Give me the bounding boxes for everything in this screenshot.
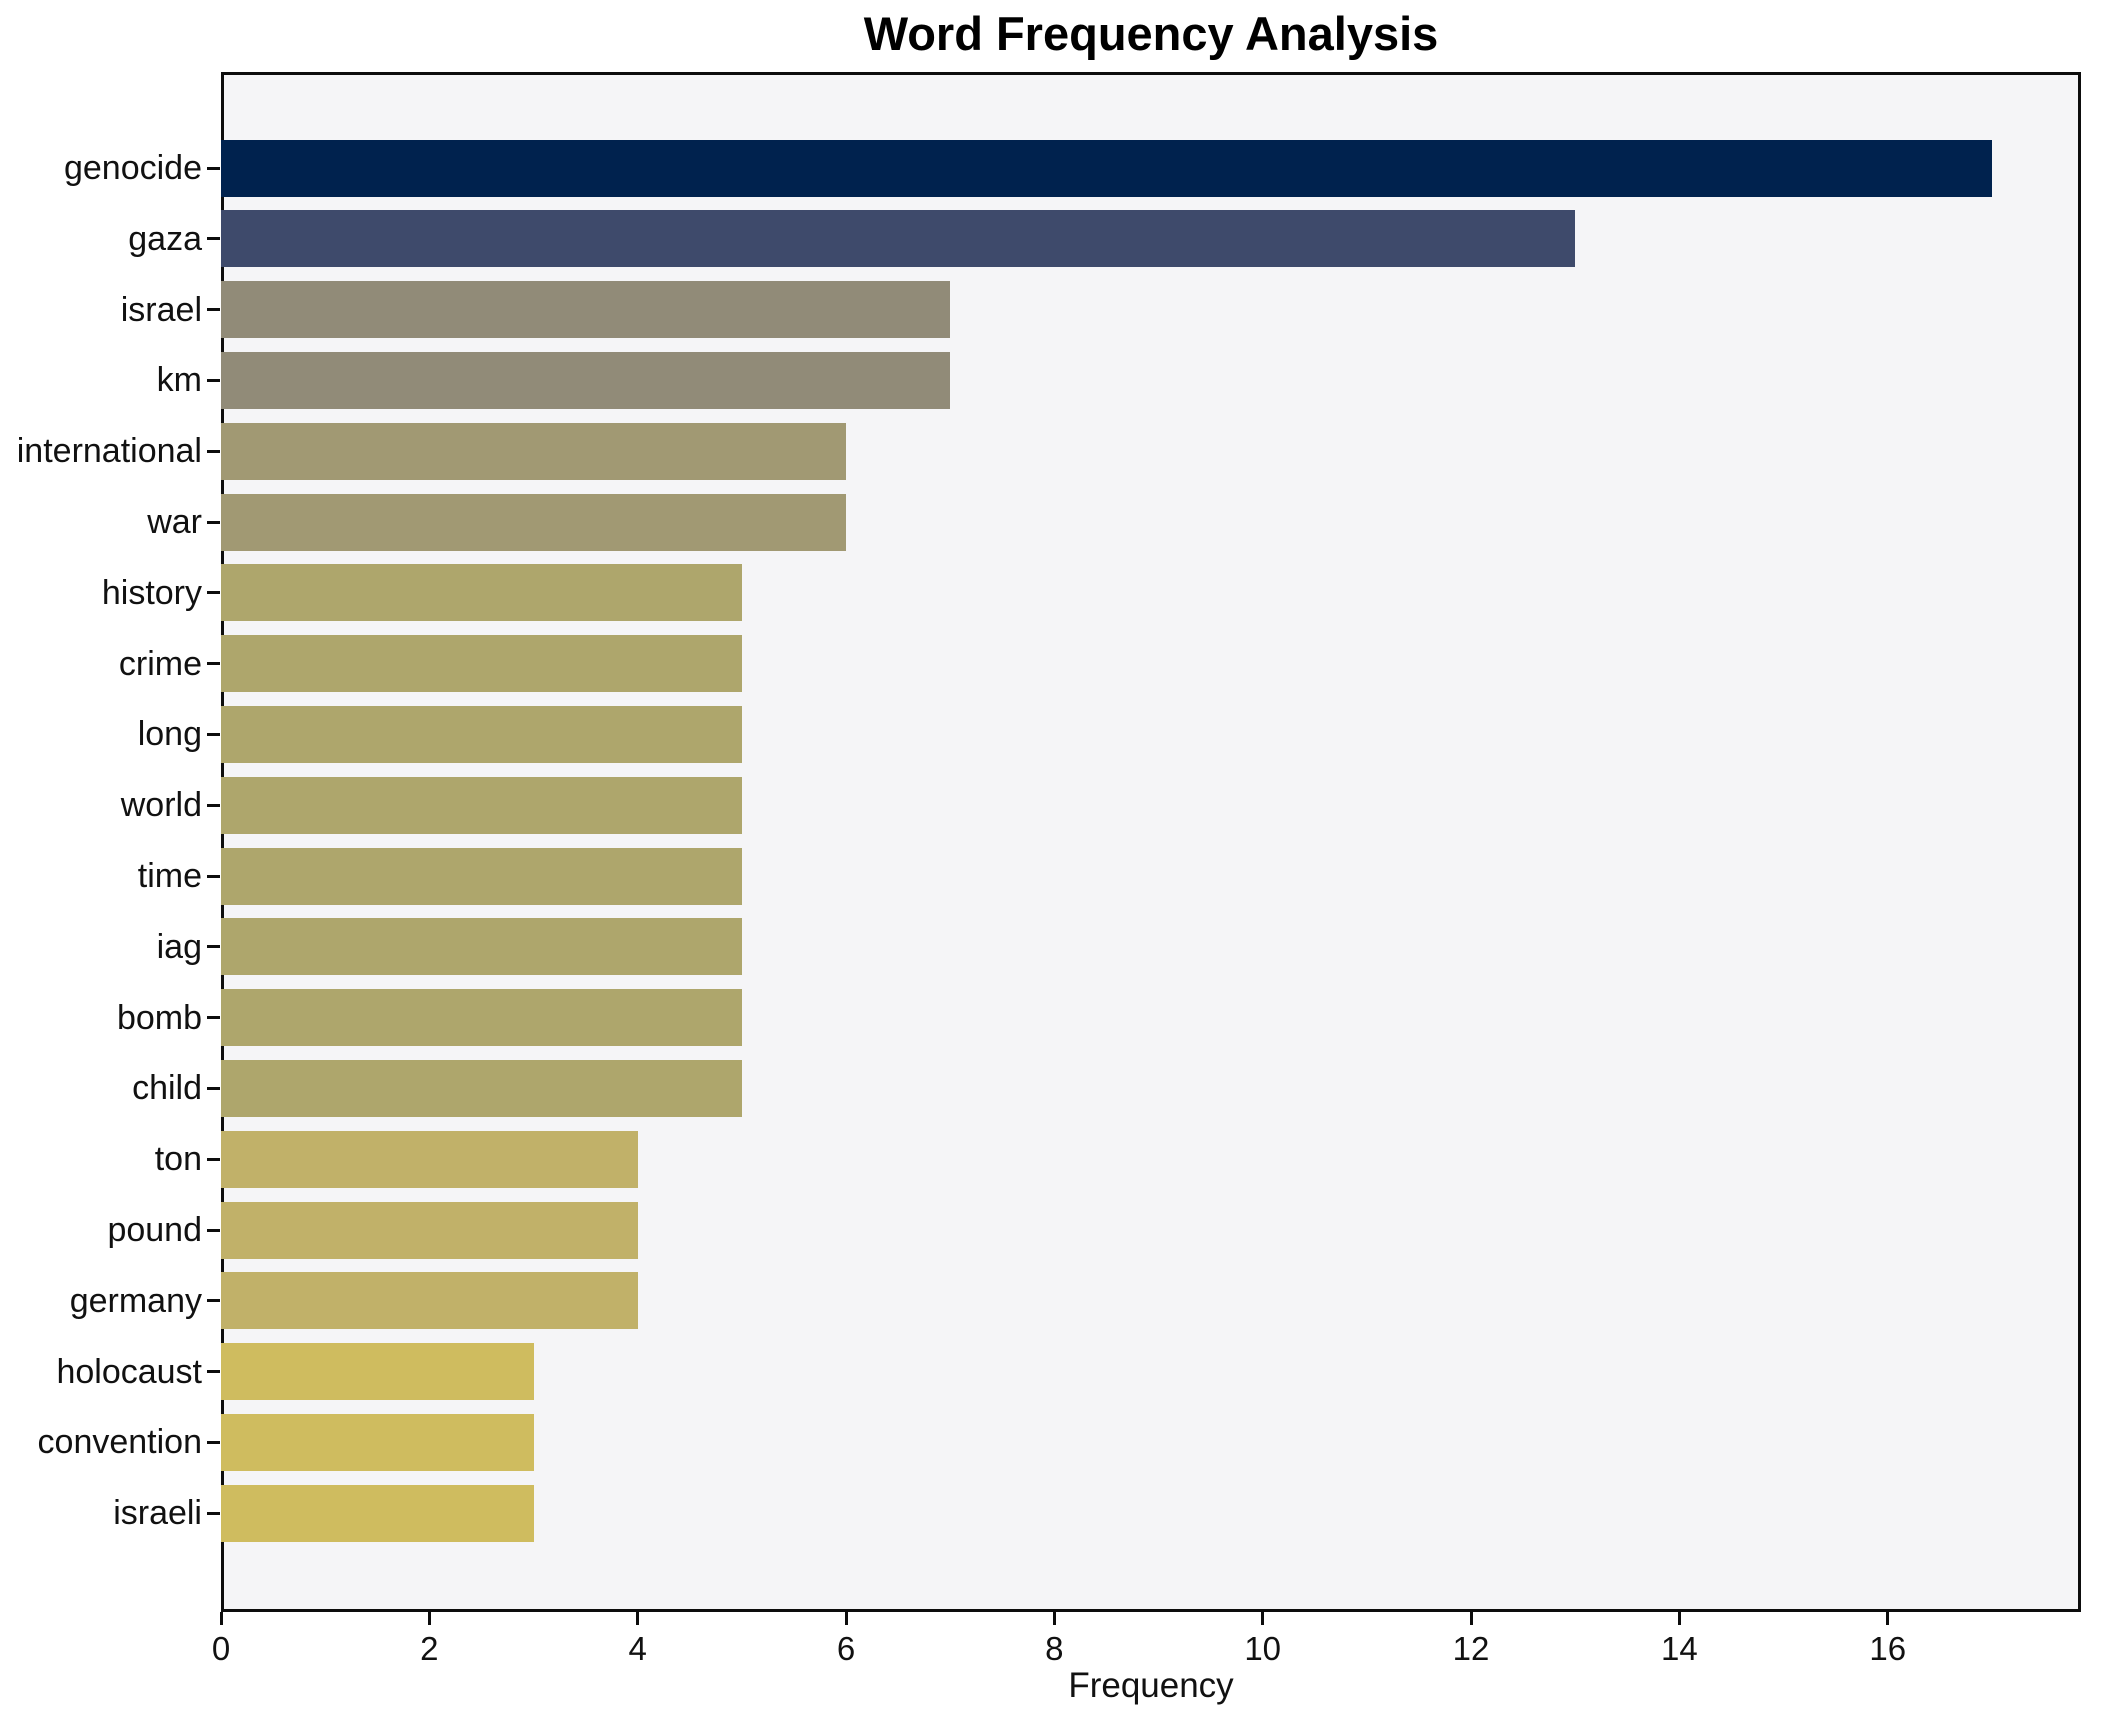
y-tick-mark	[207, 1228, 220, 1232]
y-tick-mark	[207, 308, 220, 312]
y-tick-mark	[207, 1157, 220, 1161]
y-tick-mark	[207, 1299, 220, 1303]
y-tick-label-israeli: israeli	[113, 1494, 202, 1533]
y-tick-mark	[207, 1511, 220, 1515]
bar-holocaust	[221, 1343, 534, 1401]
y-tick-mark	[207, 166, 220, 170]
y-tick-mark	[207, 1086, 220, 1090]
y-tick-label-israel: israel	[120, 290, 202, 329]
x-tick-label-8: 8	[1045, 1630, 1064, 1667]
chart-title: Word Frequency Analysis	[863, 7, 1439, 60]
bar-genocide	[221, 139, 1992, 197]
y-tick-label-war: war	[147, 503, 202, 541]
y-tick-label-germany: germany	[69, 1281, 202, 1320]
x-tick-label-6: 6	[836, 1630, 856, 1667]
bar-ton	[221, 1130, 638, 1188]
y-tick-mark	[207, 378, 220, 382]
bar-world	[221, 776, 742, 834]
bar-war	[221, 493, 847, 551]
y-tick-mark	[207, 803, 220, 807]
y-tick-mark	[207, 1016, 220, 1020]
y-tick-mark	[207, 874, 220, 878]
y-tick-label-history: history	[101, 573, 202, 612]
x-axis-label: Frequency	[1068, 1666, 1234, 1705]
y-tick-mark	[207, 945, 220, 949]
y-tick-mark	[207, 591, 220, 595]
bar-history	[221, 564, 742, 622]
bar-convention	[221, 1413, 534, 1471]
x-tick-mark	[219, 1612, 223, 1625]
y-tick-label-crime: crime	[118, 644, 202, 683]
y-tick-mark	[207, 1370, 220, 1374]
x-tick-label-16: 16	[1869, 1630, 1907, 1667]
bar-child	[221, 1059, 742, 1117]
y-tick-label-km: km	[156, 361, 202, 400]
bar-gaza	[221, 210, 1576, 268]
bar-pound	[221, 1201, 638, 1259]
y-tick-label-pound: pound	[107, 1211, 202, 1249]
bar-international	[221, 422, 847, 480]
y-tick-label-long: long	[137, 715, 202, 754]
y-tick-label-child: child	[132, 1069, 202, 1108]
y-tick-label-iag: iag	[156, 927, 202, 966]
y-tick-label-international: international	[16, 432, 202, 471]
y-tick-mark	[207, 520, 220, 524]
y-tick-label-ton: ton	[154, 1140, 202, 1179]
y-tick-label-bomb: bomb	[116, 998, 202, 1037]
x-tick-mark	[636, 1612, 640, 1625]
bar-israeli	[221, 1484, 534, 1542]
y-tick-label-time: time	[137, 857, 202, 895]
y-tick-mark	[207, 237, 220, 241]
y-tick-label-world: world	[120, 786, 202, 825]
bar-long	[221, 705, 742, 763]
y-tick-mark	[207, 662, 220, 666]
x-tick-label-12: 12	[1452, 1630, 1490, 1667]
x-tick-mark	[1886, 1612, 1890, 1625]
x-tick-mark	[1469, 1612, 1473, 1625]
x-tick-label-2: 2	[420, 1630, 439, 1667]
x-tick-mark	[1677, 1612, 1681, 1625]
x-tick-label-10: 10	[1244, 1630, 1282, 1667]
x-tick-mark	[1052, 1612, 1056, 1625]
x-tick-mark	[427, 1612, 431, 1625]
y-tick-mark	[207, 449, 220, 453]
bar-km	[221, 351, 951, 409]
x-tick-mark	[844, 1612, 848, 1625]
x-tick-label-4: 4	[628, 1630, 647, 1667]
bar-crime	[221, 635, 742, 693]
y-tick-mark	[207, 732, 220, 736]
x-tick-mark	[1261, 1612, 1265, 1625]
bar-germany	[221, 1272, 638, 1330]
y-tick-label-holocaust: holocaust	[56, 1352, 202, 1391]
y-tick-label-convention: convention	[37, 1423, 202, 1462]
bar-israel	[221, 281, 951, 339]
bar-time	[221, 847, 742, 905]
x-tick-label-14: 14	[1661, 1630, 1698, 1667]
bar-iag	[221, 918, 742, 976]
y-tick-mark	[207, 1440, 220, 1444]
x-tick-label-0: 0	[211, 1630, 231, 1667]
y-tick-label-genocide: genocide	[63, 149, 202, 187]
bar-bomb	[221, 989, 742, 1047]
y-tick-label-gaza: gaza	[128, 219, 202, 258]
